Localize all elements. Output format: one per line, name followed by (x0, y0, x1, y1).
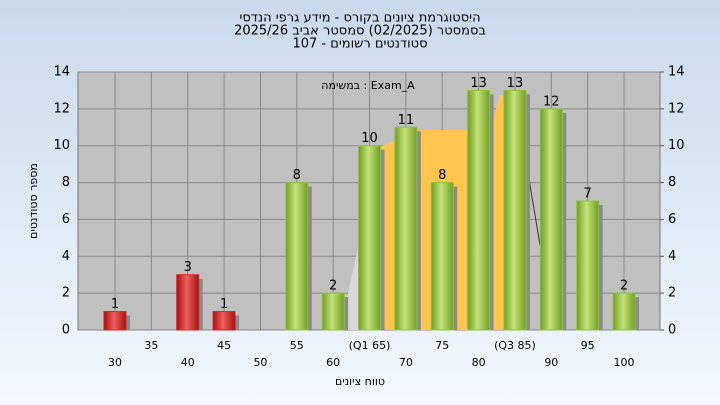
x-tick-label: 70 (399, 356, 413, 369)
x-tick-label: 40 (181, 356, 195, 369)
y-tick-label: 12 (53, 101, 70, 116)
bar (176, 274, 200, 331)
data-label: 10 (361, 131, 378, 146)
data-label: 8 (293, 168, 301, 183)
chart-subtitle: בסמסטר (02/2025) סמסטר אביב 2025/26 (234, 24, 486, 39)
data-label: 3 (184, 260, 192, 275)
y2-tick-label: 4 (668, 249, 676, 264)
x-tick-label: 50 (253, 356, 267, 369)
x-tick-label: 80 (472, 356, 486, 369)
data-label: 13 (470, 76, 487, 91)
bar (576, 200, 600, 331)
bar (285, 182, 309, 331)
y2-tick-label: 6 (668, 212, 676, 227)
y-tick-label: 4 (62, 249, 70, 264)
bar (539, 108, 563, 331)
y2-tick-label: 10 (668, 138, 685, 153)
x-tick-label: (Q1 65) (349, 339, 391, 352)
bar (212, 311, 236, 331)
x-tick-label: 35 (144, 339, 158, 352)
bar (503, 89, 527, 331)
data-label: 13 (507, 76, 524, 91)
x-tick-label: (Q3 85) (494, 339, 536, 352)
x-tick-label: 30 (108, 356, 122, 369)
chart-title: היסטוגרמת ציונים בקורס - מידע גרפי הנדסי (239, 11, 480, 26)
annotation: במשימה : Exam_A (321, 79, 415, 92)
x-tick-label: 75 (435, 339, 449, 352)
bar (394, 126, 418, 331)
x-tick-label: 45 (217, 339, 231, 352)
x-tick-label: 100 (614, 356, 635, 369)
data-label: 1 (111, 297, 119, 312)
y2-tick-label: 14 (668, 65, 685, 80)
y2-tick-label: 0 (668, 323, 676, 338)
data-label: 12 (543, 94, 560, 109)
bar (103, 311, 127, 331)
data-label: 7 (584, 187, 592, 202)
bar (612, 292, 636, 331)
bar (467, 89, 491, 331)
chart-subtitle: סטודנטים רשומים - 107 (292, 37, 427, 52)
data-label: 1 (220, 297, 228, 312)
x-tick-label: 60 (326, 356, 340, 369)
y-tick-label: 6 (62, 212, 70, 227)
bar (358, 145, 382, 331)
x-tick-label: 90 (544, 356, 558, 369)
x-tick-label: 95 (581, 339, 595, 352)
bar (321, 292, 345, 331)
y-tick-label: 0 (62, 323, 70, 338)
y2-tick-label: 2 (668, 286, 676, 301)
bar (430, 182, 454, 331)
data-label: 11 (398, 113, 415, 128)
y2-tick-label: 8 (668, 175, 676, 190)
y-tick-label: 10 (53, 138, 70, 153)
y2-tick-label: 12 (668, 101, 685, 116)
data-label: 8 (438, 168, 446, 183)
x-axis-label: טווח ציונים (335, 375, 385, 388)
y-tick-label: 8 (62, 175, 70, 190)
y-tick-label: 14 (53, 65, 70, 80)
data-label: 2 (620, 279, 628, 294)
x-tick-label: 55 (290, 339, 304, 352)
data-label: 2 (329, 279, 337, 294)
y-axis-label: מספר סטודנטים (27, 163, 40, 239)
y-tick-label: 2 (62, 286, 70, 301)
